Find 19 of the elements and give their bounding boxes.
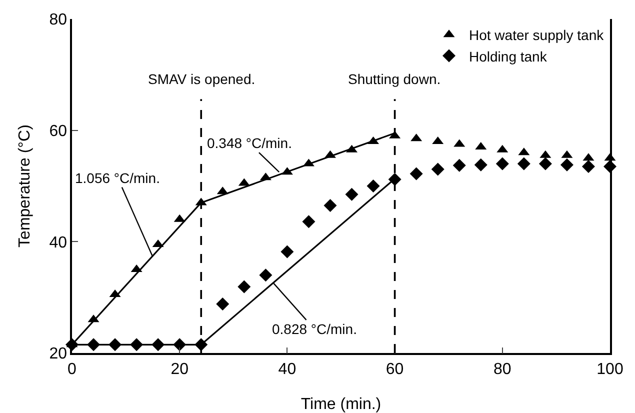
annotation: 1.056 °C/min. (75, 170, 160, 186)
ref-line-label: Shutting down. (348, 71, 441, 87)
legend-label: Hot water supply tank (469, 27, 605, 44)
y-tick-label: 80 (49, 12, 68, 29)
ref-line-label: SMAV is opened. (148, 71, 256, 87)
y-tick-label: 60 (49, 122, 68, 140)
legend-label: Holding tank (469, 48, 548, 64)
annotation: 0.828 °C/min. (272, 321, 357, 337)
x-tick-label: 80 (494, 360, 512, 378)
x-tick-label: 60 (386, 360, 404, 378)
x-tick-label: 0 (68, 360, 77, 378)
x-tick-label: 40 (278, 360, 296, 378)
y-tick-label: 40 (49, 234, 68, 252)
y-axis-title: Temperature (°C) (16, 124, 34, 248)
x-tick-label: 100 (596, 360, 624, 378)
annotation: 0.348 °C/min. (207, 135, 292, 151)
y-tick-label: 20 (49, 346, 68, 363)
x-axis-title: Time (min.) (300, 396, 382, 413)
x-tick-label: 20 (170, 360, 189, 378)
